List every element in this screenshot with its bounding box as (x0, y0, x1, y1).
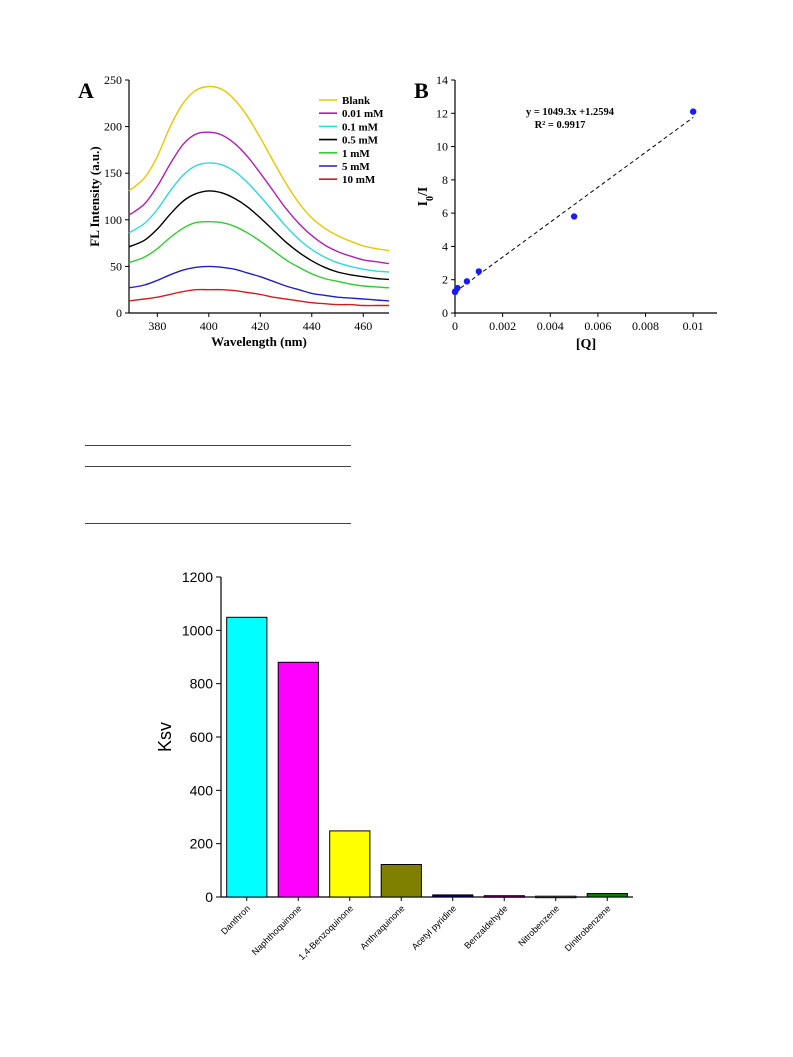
data-point (689, 108, 697, 115)
y-tick-label: 800 (190, 676, 214, 692)
bar (432, 894, 474, 898)
table-top-rule (85, 445, 351, 446)
y-tick-label: 150 (104, 166, 122, 180)
data-point (570, 213, 578, 220)
y-tick-label: 50 (110, 259, 122, 273)
y-tick-label: 0 (205, 889, 213, 905)
x-tick-label: Anthraquinone (358, 903, 406, 951)
x-tick-label: Benzaldehyde (462, 903, 509, 950)
y-axis-label: I0/I (416, 187, 436, 207)
y-tick-label: 250 (104, 73, 122, 87)
x-tick-label: 0 (452, 319, 458, 333)
x-tick-label: 0.004 (537, 319, 564, 333)
bar (329, 830, 371, 898)
y-tick-label: 0 (116, 306, 122, 320)
panel-a-letter: A (78, 78, 94, 103)
series-line (128, 265, 390, 302)
series-line (128, 85, 390, 252)
legend-label: Blank (342, 95, 371, 107)
table-header-rule (85, 466, 351, 467)
legend-label: 5 mM (342, 161, 370, 173)
x-tick-label: Dinitrobenzene (563, 903, 613, 953)
fit-r-squared: R² = 0.9917 (535, 120, 586, 131)
x-tick-label: 0.01 (683, 319, 704, 333)
x-tick-label: Nitrobenzene (516, 903, 561, 948)
x-tick-label: 1,4-Benzoquinone (296, 903, 355, 962)
y-tick-label: 200 (190, 836, 214, 852)
y-tick-label: 14 (436, 73, 448, 87)
x-tick-label: 420 (251, 319, 269, 333)
bar (380, 864, 422, 898)
x-tick-label: 400 (200, 319, 218, 333)
y-tick-label: 8 (442, 173, 448, 187)
x-tick-label: Naphthoquinone (250, 903, 304, 957)
y-tick-label: 4 (442, 239, 448, 253)
legend-label: 10 mM (342, 174, 376, 186)
y-tick-label: 1200 (182, 569, 213, 585)
series-line (128, 162, 390, 273)
y-tick-label: 10 (436, 140, 448, 154)
x-tick-label: 0.008 (632, 319, 659, 333)
data-point (454, 284, 461, 292)
bar (277, 661, 319, 898)
x-axis-label: [Q] (576, 337, 596, 352)
y-tick-label: 200 (104, 120, 122, 134)
legend-label: 0.5 mM (342, 135, 379, 147)
series-line (128, 288, 389, 307)
fit-line (454, 117, 694, 293)
y-tick-label: 0 (442, 306, 448, 320)
y-tick-label: 400 (190, 782, 214, 798)
legend-label: 1 mM (342, 148, 370, 160)
x-tick-label: Danthron (219, 903, 252, 936)
data-point (475, 268, 483, 275)
panel-b-letter: B (414, 78, 429, 103)
series-line (128, 131, 390, 265)
fit-equation: y = 1049.3x +1.2594 (526, 107, 615, 118)
series-line (128, 220, 390, 289)
y-axis-label: FL Intensity (a.u.) (87, 146, 102, 246)
table-bottom-rule (85, 523, 351, 524)
x-axis-label: Wavelength (nm) (211, 334, 307, 349)
bar (226, 616, 268, 898)
y-tick-label: 100 (104, 213, 122, 227)
x-tick-label: 460 (354, 319, 372, 333)
y-tick-label: 12 (436, 106, 448, 120)
y-tick-label: 2 (442, 273, 448, 287)
legend-label: 0.1 mM (342, 121, 379, 133)
legend-label: 0.01 mM (342, 108, 384, 120)
y-tick-label: 6 (442, 206, 448, 220)
y-axis-label: Ksv (155, 722, 175, 752)
y-tick-label: 600 (190, 729, 214, 745)
x-tick-label: 440 (303, 319, 321, 333)
data-point (463, 278, 471, 285)
x-tick-label: 0.006 (584, 319, 611, 333)
bar (483, 895, 525, 898)
series-line (128, 190, 390, 281)
y-tick-label: 1000 (182, 622, 213, 638)
x-tick-label: Acetyl pyridine (410, 903, 458, 951)
x-tick-label: 0.002 (489, 319, 516, 333)
bar (586, 893, 628, 898)
x-tick-label: 380 (148, 319, 166, 333)
